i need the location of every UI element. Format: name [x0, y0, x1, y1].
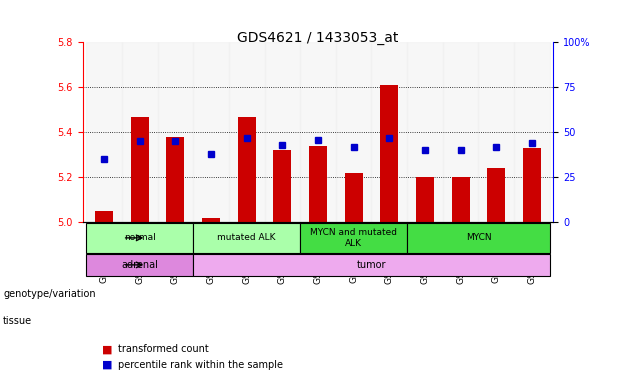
Bar: [131, 117, 149, 222]
Text: MYCN and mutated
ALK: MYCN and mutated ALK: [310, 228, 397, 248]
Text: ■: ■: [102, 360, 113, 370]
Bar: [443, 42, 478, 222]
Text: adrenal: adrenal: [121, 260, 158, 270]
Bar: [380, 85, 398, 222]
Bar: [487, 168, 505, 222]
Text: mutated ALK: mutated ALK: [218, 233, 276, 242]
Bar: [407, 223, 550, 253]
Bar: [273, 151, 291, 222]
Bar: [193, 42, 229, 222]
Bar: [371, 42, 407, 222]
Text: tissue: tissue: [3, 316, 32, 326]
Bar: [86, 42, 122, 222]
Bar: [452, 177, 469, 222]
Bar: [202, 218, 220, 222]
Bar: [167, 137, 184, 222]
Bar: [95, 211, 113, 222]
Bar: [336, 42, 371, 222]
Text: GDS4621 / 1433053_at: GDS4621 / 1433053_at: [237, 31, 399, 45]
Bar: [265, 42, 300, 222]
Bar: [523, 148, 541, 222]
Bar: [86, 223, 193, 253]
Text: percentile rank within the sample: percentile rank within the sample: [118, 360, 282, 370]
Bar: [478, 42, 514, 222]
Bar: [238, 117, 256, 222]
Bar: [514, 42, 550, 222]
Text: normal: normal: [124, 233, 156, 242]
Text: genotype/variation: genotype/variation: [3, 289, 96, 299]
Bar: [416, 177, 434, 222]
Text: MYCN: MYCN: [466, 233, 491, 242]
Bar: [345, 173, 363, 222]
Bar: [300, 223, 407, 253]
Text: ■: ■: [102, 344, 113, 354]
Text: transformed count: transformed count: [118, 344, 209, 354]
Bar: [309, 146, 327, 222]
Bar: [300, 42, 336, 222]
Bar: [122, 42, 158, 222]
Text: tumor: tumor: [357, 260, 386, 270]
Bar: [158, 42, 193, 222]
Bar: [86, 254, 193, 276]
Bar: [229, 42, 265, 222]
Bar: [193, 254, 550, 276]
Bar: [193, 223, 300, 253]
Bar: [407, 42, 443, 222]
